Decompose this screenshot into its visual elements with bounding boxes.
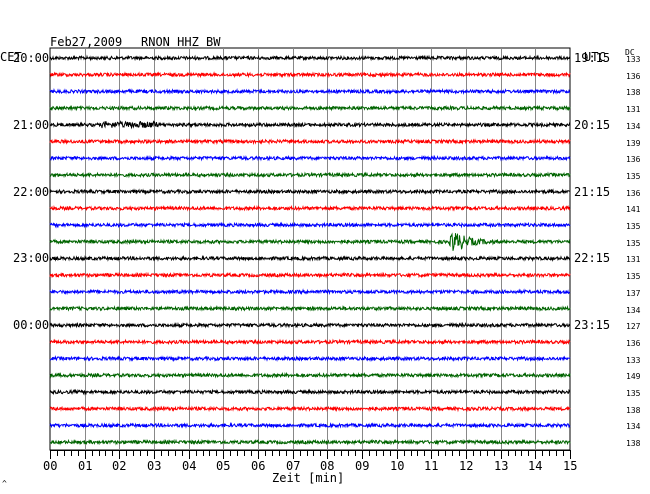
dc-offset-label: 138 xyxy=(626,406,641,415)
utc-hour-label: 22:15 xyxy=(574,251,611,265)
seismogram-trace xyxy=(49,288,571,296)
x-tick-label: 00 xyxy=(43,459,58,473)
seismogram-trace xyxy=(49,204,571,212)
x-tick-label: 06 xyxy=(251,459,266,473)
seismogram-trace xyxy=(49,371,571,379)
seismogram-trace xyxy=(49,87,570,95)
seismogram-trace xyxy=(49,120,571,130)
x-tick-label: 03 xyxy=(147,459,162,473)
dc-offset-label: 133 xyxy=(626,356,641,365)
dc-offset-label: 134 xyxy=(626,306,641,315)
dc-offset-label: 127 xyxy=(626,322,641,331)
utc-hour-label: 20:15 xyxy=(574,118,611,132)
x-tick-label: 13 xyxy=(494,459,509,473)
seismogram-trace xyxy=(49,388,571,396)
x-tick-label: 09 xyxy=(355,459,370,473)
seismogram-trace xyxy=(49,54,571,62)
dc-offset-label: 133 xyxy=(626,55,641,64)
seismogram-trace xyxy=(49,421,571,429)
dc-offset-label: 149 xyxy=(626,372,641,381)
utc-hour-label: 23:15 xyxy=(574,318,611,332)
utc-hour-label: 21:15 xyxy=(574,185,611,199)
seismogram-trace xyxy=(49,154,571,162)
dc-offset-label: 138 xyxy=(626,88,641,97)
x-tick-label: 04 xyxy=(182,459,197,473)
cet-label: CET xyxy=(0,50,22,64)
dc-header-label: DC xyxy=(625,48,635,57)
dc-offset-label: 131 xyxy=(626,255,641,264)
seismogram-trace xyxy=(49,254,571,262)
plot-title-date: Feb27,2009 xyxy=(50,35,123,49)
seismogram-trace xyxy=(49,188,571,196)
dc-offset-label: 134 xyxy=(626,122,641,131)
seismogram-trace xyxy=(49,405,571,413)
x-tick-label: 11 xyxy=(424,459,439,473)
dc-offset-label: 135 xyxy=(626,272,641,281)
x-tick-label: 02 xyxy=(112,459,127,473)
seismogram-trace xyxy=(49,355,571,363)
dc-offset-label: 136 xyxy=(626,72,641,81)
x-tick-label: 08 xyxy=(320,459,335,473)
dc-offset-label: 136 xyxy=(626,155,641,164)
dc-offset-label: 135 xyxy=(626,222,641,231)
plot-title-station: RNON HHZ BW xyxy=(141,35,221,49)
seismogram-trace xyxy=(49,338,571,346)
x-tick-label: 07 xyxy=(286,459,301,473)
dc-offset-label: 139 xyxy=(626,139,641,148)
seismogram-trace xyxy=(49,104,571,112)
x-tick-label: 15 xyxy=(563,459,578,473)
dc-offset-label: 134 xyxy=(626,422,641,431)
footer-mark: ^ xyxy=(2,479,7,488)
seismogram-trace xyxy=(49,221,571,229)
dc-offset-label: 131 xyxy=(626,105,641,114)
cet-hour-label: 00:00 xyxy=(13,318,50,332)
cet-hour-label: 20:00 xyxy=(13,51,50,65)
seismogram-trace xyxy=(49,138,571,146)
dc-offset-label: 136 xyxy=(626,189,641,198)
seismogram-trace xyxy=(49,71,571,79)
x-tick-label: 10 xyxy=(390,459,405,473)
seismogram-trace xyxy=(49,232,571,251)
dc-offset-label: 135 xyxy=(626,389,641,398)
seismogram-trace xyxy=(49,305,571,312)
dc-offset-label: 141 xyxy=(626,205,641,214)
cet-hour-label: 21:00 xyxy=(13,118,50,132)
utc-hour-label: 19:15 xyxy=(574,51,611,65)
dc-offset-label: 135 xyxy=(626,172,641,181)
seismogram-trace xyxy=(49,171,571,179)
x-tick-label: 12 xyxy=(459,459,474,473)
cet-hour-label: 22:00 xyxy=(13,185,50,199)
utc-label: UTC xyxy=(584,50,606,64)
dc-offset-label: 135 xyxy=(626,239,641,248)
x-tick-label: 05 xyxy=(216,459,231,473)
x-tick-label: 14 xyxy=(528,459,543,473)
cet-hour-label: 23:00 xyxy=(13,251,50,265)
dc-offset-label: 138 xyxy=(626,439,641,448)
seismogram-trace xyxy=(49,438,571,446)
seismogram-trace xyxy=(49,321,571,329)
x-tick-label: 01 xyxy=(78,459,93,473)
seismogram-trace xyxy=(49,271,571,279)
dc-offset-label: 137 xyxy=(626,289,641,298)
dc-offset-label: 136 xyxy=(626,339,641,348)
x-axis-label: Zeit [min] xyxy=(272,471,345,485)
